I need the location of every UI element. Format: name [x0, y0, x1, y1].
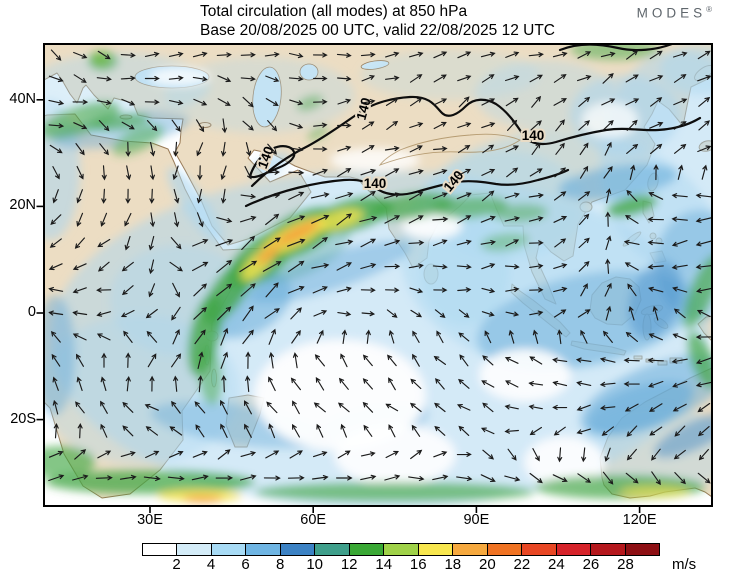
colorbar-tick-label: 8 [275, 556, 285, 573]
colorbar-segment [384, 544, 419, 555]
colorbar-segment [556, 544, 592, 555]
wind-speed-shade-blob [150, 401, 330, 449]
modes-logo: MODES® [636, 5, 712, 21]
wind-speed-shade-blob [88, 51, 118, 71]
colorbar-tick-label: 12 [340, 556, 358, 573]
colorbar-tick-label: 20 [478, 556, 496, 573]
wind-speed-shade-blob [183, 495, 223, 503]
wind-speed-shade-blob [249, 152, 291, 178]
wind-speed-shade-blob [112, 124, 164, 156]
wind-speed-shade-blob [307, 125, 329, 141]
wind-speed-shade-blob [606, 195, 658, 217]
chart-title-line2: Base 20/08/2025 00 UTC, valid 22/08/2025… [200, 22, 556, 39]
wind-arrows-path [48, 49, 711, 486]
colorbar-units: m/s [672, 556, 697, 573]
wind-speed-shade-blob [570, 45, 660, 60]
wind-speed-shade-blob [45, 470, 255, 494]
wind-speed-shade-blob [481, 232, 529, 252]
chart-title-block: Total circulation (all modes) at 850 hPa… [200, 2, 555, 40]
colorbar-tick-label: 28 [617, 556, 634, 573]
wind-vector-arrows [48, 49, 711, 486]
x-axis-label: 60E [300, 512, 327, 528]
wind-speed-shade-blob [167, 167, 223, 243]
y-axis-label: 40N [9, 90, 36, 107]
colorbar-segment [418, 544, 454, 555]
wind-speed-shade-blob [660, 45, 711, 95]
wind-speed-shade-blob [558, 164, 678, 200]
colorbar-tick-label: 16 [409, 556, 427, 573]
colorbar-tick-label: 22 [513, 556, 531, 573]
colorbar-segment [177, 544, 212, 555]
colorbar-segment [211, 544, 247, 555]
colorbar-segment [349, 544, 385, 555]
colorbar-tick-label: 10 [306, 556, 323, 573]
map-frame [43, 43, 713, 507]
wind-speed-shade-blob [432, 195, 508, 219]
colorbar-tick-label: 4 [206, 556, 216, 573]
x-axis-label: 30E [137, 512, 163, 528]
y-axis-label: 20N [9, 197, 36, 214]
tibet-terrain-contour [378, 133, 521, 166]
wind-speed-shade-blob [165, 57, 355, 133]
colorbar-segment [625, 544, 660, 555]
axis-tick-marks [36, 99, 641, 513]
chart-title-line1: Total circulation (all modes) at 850 hPa [200, 3, 468, 20]
wind-speed-shade-blob [627, 261, 683, 339]
wind-speed-shade-blob [687, 331, 711, 389]
colorbar-segment [591, 544, 626, 555]
wind-speed-shade-blob [587, 381, 693, 435]
wind-speed-shade-blob [492, 203, 548, 223]
wind-speed-shade-blob [330, 148, 420, 172]
contour-140 [248, 145, 296, 179]
y-axis-label: 0 [27, 304, 36, 320]
colorbar-segment [487, 544, 523, 555]
contour-140 [558, 45, 673, 52]
colorbar-segment [522, 544, 557, 555]
colorbar-segment [453, 544, 488, 555]
colorbar-segment [246, 544, 281, 555]
colorbar-tick-label: 24 [548, 556, 565, 573]
wind-speed-shade-blob [683, 254, 711, 330]
colorbar-segment [315, 544, 350, 555]
colorbar [142, 543, 660, 556]
colorbar-tick-label: 18 [444, 556, 462, 573]
circulation-contours [244, 45, 702, 208]
contour-140 [244, 168, 570, 208]
contour-label: 140 [522, 128, 545, 143]
wind-speed-shade-blob [256, 243, 280, 265]
wind-speed-shade-blob [45, 101, 121, 139]
wind-speed-shade-blob [480, 349, 570, 401]
colorbar-segment [280, 544, 316, 555]
colorbar-tick-label: 26 [582, 556, 600, 573]
wind-speed-shade-blob [370, 191, 454, 221]
colorbar-tick-label: 6 [241, 556, 250, 573]
wind-speed-shade-blob [620, 486, 690, 498]
wind-speed-shade-blob [45, 295, 75, 415]
x-axis-label: 120E [622, 512, 657, 528]
colorbar-segment [143, 544, 178, 555]
colorbar-tick-label: 14 [375, 556, 393, 573]
wind-speed-shade-blob [255, 482, 535, 502]
x-axis-label: 90E [463, 512, 490, 528]
colorbar-tick-label: 2 [172, 556, 181, 573]
wind-speed-shade-blob [653, 412, 711, 458]
wind-speed-shade-blob [276, 220, 320, 246]
contour-label: 140 [364, 176, 387, 191]
wind-speed-shade-blob [296, 94, 324, 112]
contour-140 [250, 95, 702, 188]
wind-speed-shade-blob [197, 345, 223, 405]
y-axis-label: 20S [10, 410, 36, 427]
